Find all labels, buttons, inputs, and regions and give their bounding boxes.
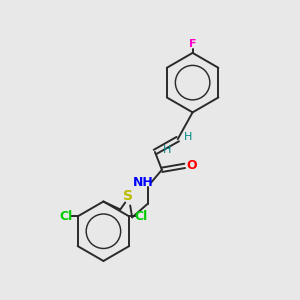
Text: H: H <box>184 132 192 142</box>
Text: H: H <box>163 145 171 155</box>
Text: Cl: Cl <box>134 210 148 223</box>
Text: F: F <box>189 39 196 49</box>
Text: S: S <box>123 189 133 202</box>
Text: NH: NH <box>133 176 153 189</box>
Text: O: O <box>186 159 197 172</box>
Text: Cl: Cl <box>59 210 72 223</box>
